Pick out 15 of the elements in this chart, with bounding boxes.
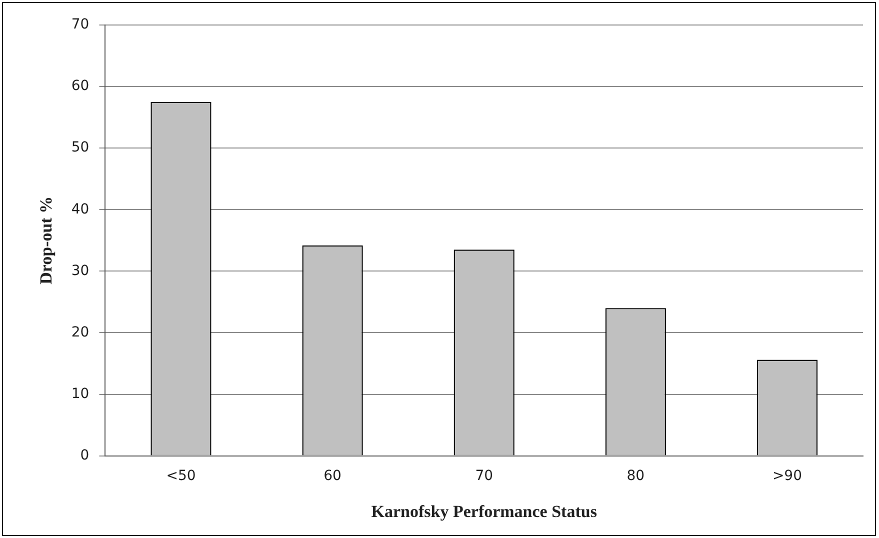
y-tick-label: 70 [71,16,90,33]
y-tick-label: 10 [71,386,90,402]
x-tick-label: <50 [166,468,196,484]
y-tick-label: 30 [71,262,90,279]
x-tick-label: 70 [475,468,494,484]
y-tick-label: 60 [71,78,90,94]
x-tick-label: >90 [772,468,802,484]
x-tick-label: 60 [324,468,342,484]
y-tick-label: 20 [71,324,90,340]
x-tick-label: 80 [626,468,645,484]
x-axis-title: Karnofsky Performance Status [371,502,598,522]
y-axis-title: Drop-out % [36,196,56,284]
y-tick-label: 50 [71,140,90,156]
y-tick-label: 40 [71,201,90,218]
y-tick-label: 0 [80,447,90,464]
